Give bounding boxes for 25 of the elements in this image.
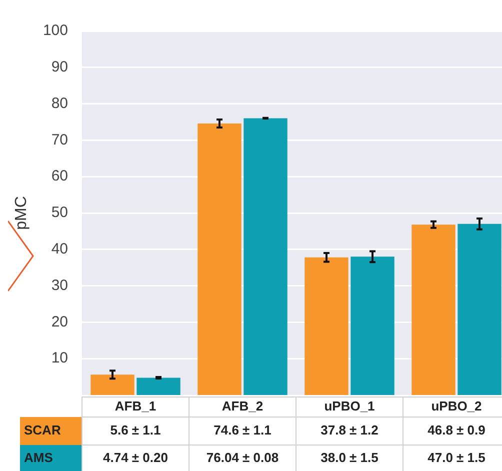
data-label: 37.8 ± 1.2 [320, 422, 378, 438]
y-tick-label: 80 [51, 94, 68, 112]
text: AMS [24, 450, 54, 466]
data-label: 47.0 ± 1.5 [428, 450, 486, 466]
x-tick-label: AFB_2 [222, 398, 264, 414]
y-tick-label: 100 [42, 22, 68, 40]
y-tick-label: 60 [51, 168, 68, 185]
data-label: 5.6 ± 1.1 [110, 422, 161, 438]
data-label: 46.8 ± 0.9 [428, 422, 486, 438]
data-label: 38.0 ± 1.5 [320, 450, 378, 466]
y-tick-label: 20 [51, 313, 68, 330]
y-tick-label: 90 [51, 58, 68, 76]
data-label: 76.04 ± 0.08 [206, 450, 279, 466]
y-tick-label: 10 [51, 350, 68, 367]
data-label: 74.6 ± 1.1 [214, 422, 272, 438]
y-tick-label: 40 [51, 240, 68, 258]
y-axis-title: pMC [13, 196, 30, 230]
y-tick-label: 70 [51, 131, 68, 148]
data-label: 4.74 ± 0.20 [103, 450, 168, 466]
y-tick-label: 50 [51, 204, 68, 222]
x-tick-label: uPBO_2 [431, 398, 482, 414]
y-tick-label: 30 [51, 276, 68, 294]
x-tick-label: uPBO_1 [324, 398, 375, 414]
x-tick-label: AFB_1 [114, 398, 156, 414]
text: SCAR [24, 422, 62, 438]
